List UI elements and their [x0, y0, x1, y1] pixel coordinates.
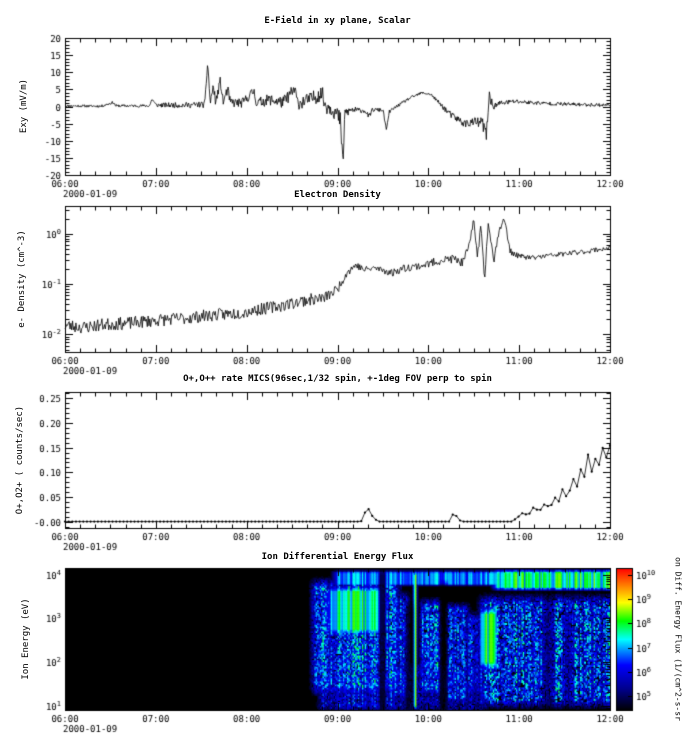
panel2-title: Electron Density — [294, 190, 381, 200]
panel2-y-axis-label: e- Density (cm^-3) — [17, 230, 27, 328]
panel1-title: E-Field in xy plane, Scalar — [264, 16, 411, 26]
panel3-title: O+,O++ rate MICS(96sec,1/32 spin, +-1deg… — [183, 374, 492, 384]
panel4-y-axis-label: Ion Energy (eV) — [21, 598, 31, 680]
panel1-y-axis-label: Exy (mV/m) — [19, 78, 29, 134]
panel4-title: Ion Differential Energy Flux — [261, 552, 414, 562]
colorbar-axis-label: on Diff. Energy Flux (1/(cm^2-s-sr — [673, 557, 683, 721]
panel3-y-axis-label: O+,O2+ ( counts/sec) — [15, 405, 25, 515]
